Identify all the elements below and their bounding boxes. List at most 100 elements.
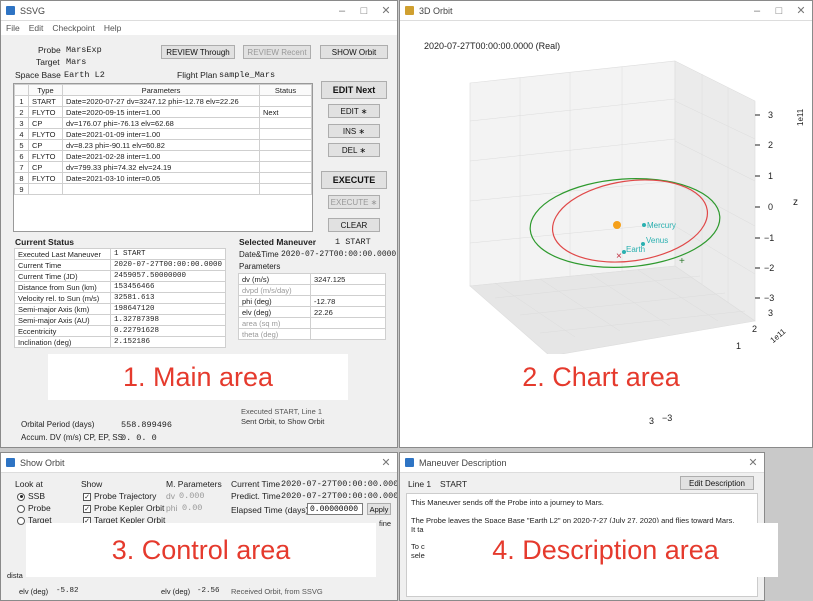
predict-time-value: 2020-07-27T00:00:00.0000 [281, 491, 398, 501]
param-value[interactable] [310, 317, 386, 329]
space-base-label: Space Base [15, 70, 61, 80]
sun-marker [613, 221, 621, 229]
radio-icon [17, 516, 25, 525]
param-label: theta (deg) [238, 328, 311, 340]
look-probe-radio[interactable]: Probe [17, 503, 51, 513]
execute-star-button[interactable]: EXECUTE ∗ [328, 195, 380, 209]
status-label: Semi-major Axis (km) [14, 303, 111, 315]
table-row[interactable]: 9 [14, 183, 312, 195]
description-paragraph-2: The Probe leaves the Space Base "Earth L… [411, 516, 735, 525]
clear-button[interactable]: CLEAR [328, 218, 380, 232]
orbit-plot[interactable]: × + Mercury Venus Earth 3 2 1 0 −1 −2 −3… [400, 21, 813, 448]
m-param-dv-label: dv [166, 491, 175, 501]
close-icon[interactable]: ✕ [796, 5, 806, 17]
minimize-icon[interactable]: – [753, 4, 761, 17]
m-param-phi-label: phi [166, 503, 178, 513]
current-status-title: Current Status [15, 237, 75, 247]
review-recent-button[interactable]: REVIEW Recent [243, 45, 311, 59]
row-params: Date=2021-02-28 inter=1.00 [62, 150, 260, 162]
param-value[interactable]: -12.78 [310, 295, 386, 307]
m-param-dv-value: 0.000 [179, 491, 205, 501]
close-icon[interactable]: ✕ [381, 457, 391, 469]
elapsed-time-label: Elapsed Time (days) [231, 505, 309, 515]
row-params: Date=2020-07-27 dv=3247.12 phi=-12.78 el… [62, 95, 260, 107]
z-tick: 3 [768, 110, 773, 120]
delete-button[interactable]: DEL ∗ [328, 143, 380, 157]
status-value: 1 START [109, 248, 227, 260]
menu-file[interactable]: File [6, 23, 20, 33]
app-icon [6, 6, 15, 15]
table-row[interactable]: 6 FLYTO Date=2021-02-28 inter=1.00 [14, 150, 312, 162]
z-tick: −2 [764, 263, 774, 273]
planet-label-venus: Venus [646, 236, 668, 245]
table-header: Status [259, 84, 312, 96]
probe-orbit [551, 179, 709, 263]
menu-help[interactable]: Help [103, 23, 122, 33]
row-status [259, 161, 312, 173]
current-time-value: 2020-07-27T00:00:00.0000 [281, 479, 398, 489]
show-probe-kepler-checkbox[interactable]: ✓ Probe Kepler Orbit [83, 503, 164, 513]
row-status [259, 95, 312, 107]
execute-button[interactable]: EXECUTE [321, 171, 387, 189]
table-row[interactable]: 2 FLYTO Date=2020-09-15 inter=1.00 Next [14, 106, 312, 118]
z-tick: 1 [768, 171, 773, 181]
table-row[interactable]: 7 CP dv=799.33 phi=74.32 elv=24.19 [14, 161, 312, 173]
param-label: dv (m/s) [238, 273, 311, 285]
distance-label: dista [7, 571, 23, 580]
status-value: 198647120 [109, 303, 227, 315]
maximize-icon[interactable]: □ [360, 4, 368, 17]
table-row[interactable]: 5 CP dv=8.23 phi=-90.11 elv=60.82 [14, 139, 312, 151]
row-status [259, 117, 312, 129]
venus-marker [641, 242, 645, 246]
row-status [259, 183, 312, 195]
main-title: SSVG [20, 5, 46, 16]
elv2-value: -2.56 [197, 587, 220, 595]
edit-button[interactable]: EDIT ∗ [328, 104, 380, 118]
target-label: Target [36, 57, 60, 67]
param-value[interactable] [310, 284, 386, 296]
table-row[interactable]: 1 START Date=2020-07-27 dv=3247.12 phi=-12… [14, 95, 312, 107]
current-time-label: Current Time [231, 479, 281, 489]
row-type: CP [28, 139, 63, 151]
look-ssb-radio[interactable]: SSB [17, 491, 45, 501]
row-params: Date=2021-01-09 inter=1.00 [62, 128, 260, 140]
table-row[interactable]: 8 FLYTO Date=2021-03-10 inter=0.05 [14, 172, 312, 184]
elapsed-time-input[interactable] [307, 503, 363, 515]
minimize-icon[interactable]: – [338, 4, 346, 17]
menu-checkpoint[interactable]: Checkpoint [52, 23, 95, 33]
status-label: Executed Last Maneuver [14, 248, 111, 260]
apply-button[interactable]: Apply [367, 503, 391, 515]
show-orbit-button[interactable]: SHOW Orbit [320, 45, 388, 59]
earth-marker [622, 250, 626, 254]
z-axis-label: z [793, 197, 798, 208]
orbital-period-value: 558.899496 [121, 420, 173, 430]
planet-label-earth: Earth [626, 245, 645, 254]
status-row: Inclination (deg) 2.152186 [14, 336, 227, 348]
param-value[interactable]: 3247.125 [310, 273, 386, 285]
close-icon[interactable]: ✕ [381, 5, 391, 17]
table-row[interactable]: 4 FLYTO Date=2021-01-09 inter=1.00 [14, 128, 312, 140]
insert-button[interactable]: INS ∗ [328, 124, 380, 138]
edit-next-button[interactable]: EDIT Next [321, 81, 387, 99]
menu-edit[interactable]: Edit [28, 23, 44, 33]
param-value[interactable] [310, 328, 386, 340]
row-type: CP [28, 161, 63, 173]
row-params: dv=8.23 phi=-90.11 elv=60.82 [62, 139, 260, 151]
show-probe-trajectory-checkbox[interactable]: ✓ Probe Trajectory [83, 491, 156, 501]
main-menubar: File Edit Checkpoint Help [1, 21, 397, 35]
edit-description-button[interactable]: Edit Description [680, 476, 754, 490]
status-value: 1.32787398 [109, 314, 227, 326]
datetime-label: Date&Time [239, 250, 279, 259]
y-tick: 1 [736, 341, 741, 351]
param-row: elv (deg) 22.26 [238, 306, 386, 318]
review-through-button[interactable]: REVIEW Through [161, 45, 235, 59]
close-icon[interactable]: ✕ [748, 457, 758, 469]
table-row[interactable]: 3 CP dv=176.07 phi=-76.13 elv=62.68 [14, 117, 312, 129]
param-value[interactable]: 22.26 [310, 306, 386, 318]
look-target-radio[interactable]: Target [17, 515, 52, 525]
row-status: Next [259, 106, 312, 118]
row-number: 3 [14, 117, 29, 129]
control-area-label: 3. Control area [26, 523, 376, 577]
row-params: dv=176.07 phi=-76.13 elv=62.68 [62, 117, 260, 129]
maximize-icon[interactable]: □ [775, 4, 783, 17]
